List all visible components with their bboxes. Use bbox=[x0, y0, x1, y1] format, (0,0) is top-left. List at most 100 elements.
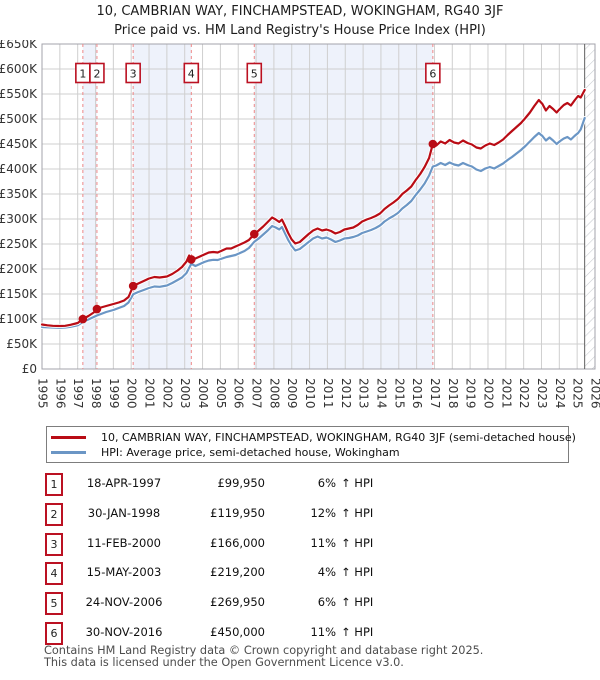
sale-point-1 bbox=[78, 314, 88, 324]
y-tick-label: £650K bbox=[0, 40, 38, 51]
sale-date: 18-APR-1997 bbox=[86, 476, 162, 490]
chart-legend: 10, CAMBRIAN WAY, FINCHAMPSTEAD, WOKINGH… bbox=[46, 426, 576, 463]
y-tick-label: £300K bbox=[0, 212, 38, 226]
x-tick-label: 2004 bbox=[196, 378, 210, 409]
sale-vs-hpi-percent: 11% bbox=[310, 625, 336, 639]
sale-date: 30-JAN-1998 bbox=[87, 505, 161, 520]
x-tick-label: 1999 bbox=[107, 378, 121, 409]
y-tick-label: £350K bbox=[0, 187, 38, 201]
x-tick-label: 2020 bbox=[481, 378, 495, 409]
sale-point-5 bbox=[249, 229, 259, 239]
x-tick-label: 1998 bbox=[89, 378, 103, 409]
y-tick-label: £500K bbox=[0, 112, 38, 126]
x-tick-label: 2025 bbox=[571, 378, 585, 409]
x-tick-label: 2000 bbox=[125, 378, 139, 409]
table-row-number: 6 bbox=[45, 622, 63, 645]
sale-vs-hpi-suffix: ↑ HPI bbox=[341, 565, 374, 580]
x-tick-label: 2018 bbox=[446, 378, 460, 409]
plot-frame bbox=[41, 43, 596, 370]
property-line-swatch bbox=[51, 436, 86, 439]
ownership-band bbox=[133, 44, 192, 369]
x-tick-label: 2024 bbox=[553, 378, 567, 409]
table-row-number: 5 bbox=[45, 592, 63, 616]
sale-price: £269,950 bbox=[210, 595, 265, 610]
ownership-period-bands bbox=[82, 44, 433, 369]
sale-flag-6 bbox=[425, 62, 441, 84]
axis-labels: £0 £50K £100K £150K £200K £250K £300K £350K £400… bbox=[0, 40, 600, 409]
sale-price: £219,200 bbox=[210, 565, 265, 580]
footer-line-2: This data is licensed under the Open Gov… bbox=[44, 655, 404, 669]
property-price-line bbox=[40, 88, 586, 328]
y-tick-label: £450K bbox=[0, 137, 38, 151]
x-tick-label: 2022 bbox=[517, 378, 531, 409]
legend-label-property: 10, CAMBRIAN WAY, FINCHAMPSTEAD, WOKINGH… bbox=[101, 431, 576, 444]
sale-price: £166,000 bbox=[210, 535, 265, 550]
sale-flag-number: 3 bbox=[130, 68, 137, 81]
x-tick-label: 2013 bbox=[357, 378, 371, 409]
license-footer: Contains HM Land Registry data © Crown c… bbox=[44, 645, 483, 668]
table-row-number: 2 bbox=[45, 502, 63, 526]
sale-date: 30-NOV-2016 bbox=[85, 625, 163, 639]
price-lines bbox=[40, 88, 587, 330]
x-tick-label: 2007 bbox=[250, 378, 264, 409]
x-tick-label: 2003 bbox=[178, 378, 192, 409]
legend-label-hpi: HPI: Average price, semi-detached house,… bbox=[101, 446, 400, 459]
sale-flag-number: 6 bbox=[429, 68, 436, 81]
y-tick-label: £400K bbox=[0, 162, 38, 176]
hpi-line bbox=[40, 116, 586, 329]
x-tick-label: 2017 bbox=[428, 378, 442, 409]
legend-row-property: 10, CAMBRIAN WAY, FINCHAMPSTEAD, WOKINGH… bbox=[51, 430, 576, 445]
x-tick-label: 2001 bbox=[143, 378, 157, 409]
sale-flag-3 bbox=[125, 62, 141, 84]
page-title-subtitle: Price paid vs. HM Land Registry's House … bbox=[114, 23, 486, 38]
x-tick-label: 2015 bbox=[392, 378, 406, 409]
sale-vs-hpi-suffix: ↑ HPI bbox=[341, 535, 374, 550]
sale-flag-5 bbox=[246, 62, 263, 84]
y-tick-label: £50K bbox=[6, 337, 38, 351]
sale-flag-number: 4 bbox=[188, 68, 195, 81]
y-tick-label: £250K bbox=[0, 237, 38, 251]
x-tick-label: 2010 bbox=[303, 378, 317, 409]
x-tick-label: 2014 bbox=[374, 378, 388, 409]
table-row-number: 1 bbox=[45, 473, 63, 496]
sale-point-4 bbox=[187, 255, 196, 264]
x-tick-label: 2009 bbox=[285, 378, 299, 409]
y-tick-label: £600K bbox=[0, 62, 38, 76]
sale-price: £450,000 bbox=[210, 625, 265, 639]
hpi-line-swatch bbox=[51, 451, 86, 454]
sale-point-2 bbox=[92, 304, 102, 314]
x-tick-label: 2016 bbox=[410, 378, 424, 409]
y-tick-label: £200K bbox=[0, 262, 38, 276]
sale-date: 15-MAY-2003 bbox=[86, 565, 162, 580]
sale-flag-number: 5 bbox=[251, 68, 258, 81]
footer-line-1: Contains HM Land Registry data © Crown c… bbox=[44, 644, 484, 657]
sale-vs-hpi-percent: 4% bbox=[317, 565, 336, 580]
sale-vs-hpi-suffix: ↑ HPI bbox=[341, 476, 374, 490]
sale-price: £99,950 bbox=[217, 476, 265, 490]
x-tick-label: 2005 bbox=[214, 378, 228, 409]
x-tick-label: 2021 bbox=[499, 378, 513, 409]
sale-flag-2 bbox=[89, 62, 105, 84]
sale-vs-hpi-percent: 12% bbox=[310, 505, 336, 520]
y-tick-label: £550K bbox=[0, 87, 38, 101]
sale-vs-hpi-suffix: ↑ HPI bbox=[341, 595, 374, 610]
sale-date: 11-FEB-2000 bbox=[87, 535, 161, 550]
page-title-address: 10, CAMBRIAN WAY, FINCHAMPSTEAD, WOKINGH… bbox=[96, 4, 504, 19]
x-tick-label: 1995 bbox=[36, 378, 50, 409]
x-tick-label: 2006 bbox=[232, 378, 246, 409]
y-tick-label: £0 bbox=[22, 362, 37, 376]
ownership-band bbox=[82, 44, 97, 369]
x-tick-label: 2012 bbox=[339, 378, 353, 409]
sale-vs-hpi-suffix: ↑ HPI bbox=[341, 505, 374, 520]
sale-vs-hpi-percent: 11% bbox=[310, 535, 336, 550]
sale-flag-number: 2 bbox=[93, 68, 100, 81]
x-tick-label: 2023 bbox=[535, 378, 549, 409]
sale-flag-number: 1 bbox=[79, 68, 86, 81]
y-tick-label: £100K bbox=[0, 312, 38, 326]
x-tick-label: 2011 bbox=[321, 378, 335, 409]
table-row-number: 4 bbox=[45, 562, 63, 586]
future-hatch-region bbox=[584, 44, 595, 369]
legend-row-hpi: HPI: Average price, semi-detached house,… bbox=[51, 445, 568, 460]
